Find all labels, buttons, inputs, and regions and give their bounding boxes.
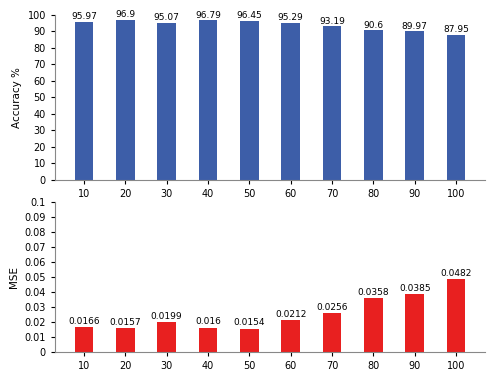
Bar bbox=[322, 26, 342, 180]
Bar bbox=[158, 322, 176, 352]
Text: 0.0212: 0.0212 bbox=[275, 310, 306, 319]
Text: 0.0166: 0.0166 bbox=[68, 316, 100, 325]
Bar bbox=[406, 294, 424, 352]
Text: 0.016: 0.016 bbox=[195, 318, 221, 327]
Text: 89.97: 89.97 bbox=[402, 22, 427, 31]
Text: 0.0157: 0.0157 bbox=[110, 318, 141, 327]
Bar bbox=[364, 298, 382, 352]
Text: 0.0154: 0.0154 bbox=[234, 318, 265, 327]
Text: 0.0199: 0.0199 bbox=[151, 312, 182, 321]
Bar bbox=[74, 22, 93, 180]
Text: 96.45: 96.45 bbox=[236, 11, 262, 20]
Bar bbox=[198, 20, 218, 180]
Bar bbox=[447, 35, 466, 180]
Text: 95.07: 95.07 bbox=[154, 13, 180, 22]
Bar bbox=[240, 21, 258, 180]
Bar bbox=[74, 327, 93, 352]
Text: 95.29: 95.29 bbox=[278, 13, 303, 22]
Text: 96.9: 96.9 bbox=[115, 10, 136, 19]
Text: 0.0482: 0.0482 bbox=[440, 269, 472, 278]
Text: 96.79: 96.79 bbox=[195, 10, 221, 19]
Bar bbox=[406, 31, 424, 180]
Text: 87.95: 87.95 bbox=[443, 25, 469, 34]
Bar bbox=[282, 320, 300, 352]
Text: 0.0256: 0.0256 bbox=[316, 303, 348, 312]
Text: 0.0358: 0.0358 bbox=[358, 288, 389, 297]
Bar bbox=[282, 23, 300, 180]
Bar bbox=[116, 328, 134, 352]
Text: 0.0385: 0.0385 bbox=[399, 284, 430, 293]
Bar bbox=[364, 30, 382, 180]
Bar bbox=[447, 279, 466, 352]
Bar bbox=[116, 20, 134, 180]
Text: 93.19: 93.19 bbox=[319, 16, 345, 25]
Bar bbox=[198, 328, 218, 352]
Text: 95.97: 95.97 bbox=[71, 12, 97, 21]
Bar bbox=[322, 313, 342, 352]
Y-axis label: Accuracy %: Accuracy % bbox=[12, 67, 22, 128]
Y-axis label: MSE: MSE bbox=[9, 266, 19, 288]
Bar bbox=[158, 23, 176, 180]
Text: 90.6: 90.6 bbox=[364, 21, 384, 30]
Bar bbox=[240, 328, 258, 352]
X-axis label: Hidden Layer Neurons: Hidden Layer Neurons bbox=[212, 204, 328, 214]
